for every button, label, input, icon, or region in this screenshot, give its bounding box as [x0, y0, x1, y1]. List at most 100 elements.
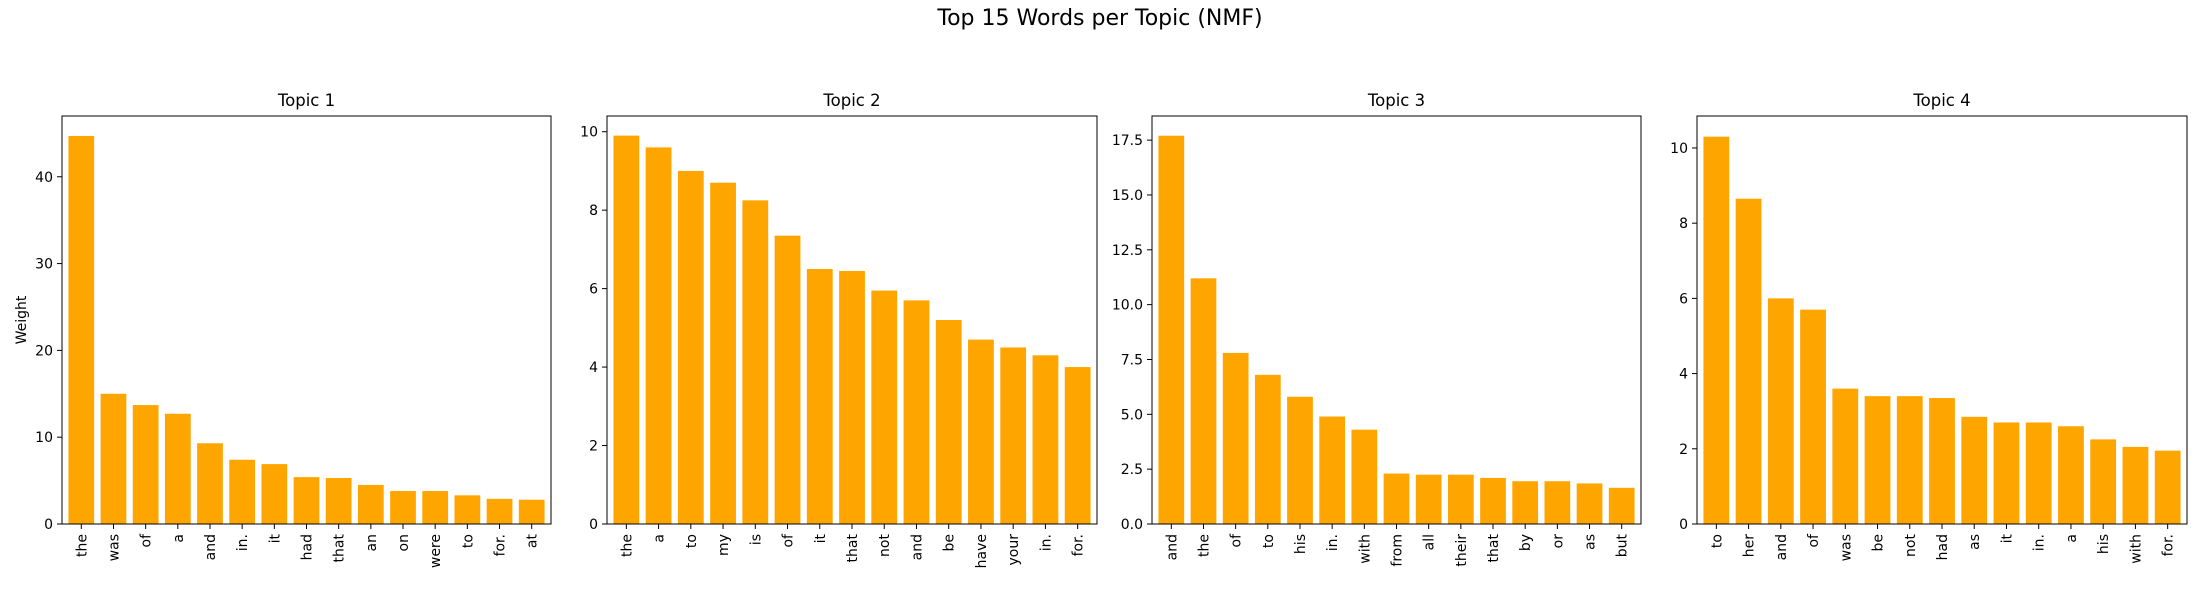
x-tick-label: as — [1583, 534, 1599, 550]
bar-a — [164, 413, 191, 524]
x-tick-label: had — [1935, 534, 1951, 560]
y-tick-label: 6 — [1679, 291, 1688, 307]
x-tick-label: it — [267, 534, 283, 544]
topic-panel-2: 0 2 4 6 8 10 the a to my is of it that not and be have you… — [580, 91, 1098, 568]
bar-with — [1351, 429, 1378, 524]
bar-be — [935, 320, 962, 524]
x-tick-label: of — [781, 533, 797, 548]
y-tick-label: 17.5 — [1112, 133, 1143, 149]
x-tick-label: to — [684, 534, 700, 548]
x-tick-label: at — [525, 534, 541, 549]
x-tick-label: for. — [1071, 534, 1087, 556]
bar-to — [454, 495, 481, 524]
x-tick-label: the — [1196, 534, 1212, 557]
x-tick-label: and — [909, 534, 925, 560]
bar-it — [806, 269, 833, 524]
x-tick-label: on — [396, 534, 412, 551]
x-tick-label: it — [813, 533, 829, 543]
y-tick-label: 8 — [1679, 216, 1688, 232]
y-tick-label: 15.0 — [1112, 188, 1143, 204]
y-tick-label: 12.5 — [1112, 243, 1143, 259]
x-tick-label: of — [139, 533, 155, 548]
bar-but — [1608, 487, 1635, 524]
bar-it — [1993, 422, 2020, 524]
bar-or — [1544, 481, 1571, 524]
bar-a — [645, 147, 672, 524]
bar-the — [613, 135, 640, 524]
bar-of — [1800, 309, 1826, 524]
bar-for — [2154, 450, 2181, 524]
x-tick-label: that — [332, 533, 348, 562]
bar-was — [100, 393, 127, 524]
bar-is — [742, 200, 769, 524]
panel-title: Topic 2 — [822, 91, 880, 110]
bar-that — [839, 270, 865, 524]
x-tick-label: with — [1357, 534, 1373, 564]
bar-not — [871, 290, 898, 524]
y-tick-label: 40 — [35, 170, 53, 186]
y-tick-label: 20 — [35, 343, 53, 359]
x-tick-label: is — [748, 534, 764, 545]
y-tick-label: 0.0 — [1121, 517, 1143, 533]
bar-to — [1703, 136, 1730, 524]
bar-it — [261, 464, 288, 524]
topic-panel-1: 0 10 20 30 40 the was of a and in. it had that an on wer… — [14, 91, 552, 568]
x-tick-label: was — [1838, 534, 1854, 561]
x-tick-label: was — [106, 534, 122, 561]
bar-all — [1415, 474, 1442, 524]
bar-of — [1222, 352, 1249, 524]
panel-title: Topic 1 — [277, 91, 335, 110]
x-tick-label: all — [1422, 534, 1438, 550]
bar-had — [1929, 398, 1955, 524]
x-tick-label: with — [2128, 534, 2144, 564]
bar-to — [1254, 374, 1281, 524]
bar-the — [68, 135, 95, 524]
y-tick-label: 8 — [589, 203, 598, 219]
x-tick-label: or — [1550, 534, 1566, 549]
bar-for — [1064, 367, 1091, 524]
x-tick-label: but — [1615, 533, 1631, 557]
bar-in — [2025, 422, 2052, 524]
y-tick-label: 5.0 — [1121, 407, 1143, 423]
x-tick-label: your — [1006, 534, 1022, 566]
bar-was — [1832, 388, 1859, 524]
bar-my — [710, 182, 736, 524]
x-tick-label: to — [460, 534, 476, 548]
bar-the — [1190, 278, 1217, 524]
x-tick-label: his — [2096, 534, 2112, 554]
bar-her — [1735, 198, 1762, 525]
x-tick-label: their — [1454, 534, 1470, 567]
bar-his — [1287, 396, 1313, 524]
x-tick-label: that — [845, 533, 861, 562]
x-tick-label: and — [1164, 534, 1180, 560]
topic-panel-4: 0 2 4 6 8 10 to her and of was be not had as it in. a his w… — [1670, 91, 2188, 564]
bar-to — [677, 170, 704, 525]
y-tick-label: 2.5 — [1121, 462, 1143, 478]
y-tick-label: 10 — [1670, 141, 1688, 157]
y-tick-label: 10 — [35, 430, 53, 446]
x-tick-label: not — [1903, 533, 1919, 556]
x-tick-label: from — [1390, 534, 1406, 567]
x-tick-label: in. — [1038, 534, 1054, 551]
y-tick-label: 30 — [35, 257, 53, 273]
x-tick-label: an — [364, 534, 380, 551]
bar-your — [1000, 347, 1027, 524]
x-tick-label: in. — [235, 534, 251, 551]
bar-be — [1864, 396, 1891, 524]
x-tick-label: his — [1293, 534, 1309, 554]
bar-of — [774, 235, 801, 524]
y-tick-label: 4 — [589, 360, 598, 376]
bar-that — [325, 477, 352, 524]
bar-and — [1158, 135, 1185, 525]
y-tick-label: 10.0 — [1112, 298, 1143, 314]
x-tick-label: a — [2064, 534, 2080, 543]
bar-and — [903, 300, 930, 524]
x-tick-label: a — [652, 534, 668, 543]
bar-in — [1319, 416, 1346, 524]
x-tick-label: the — [619, 534, 635, 557]
x-tick-label: had — [300, 534, 316, 560]
bar-and — [1767, 298, 1794, 524]
x-tick-label: and — [1774, 534, 1790, 560]
x-tick-label: a — [171, 534, 187, 543]
